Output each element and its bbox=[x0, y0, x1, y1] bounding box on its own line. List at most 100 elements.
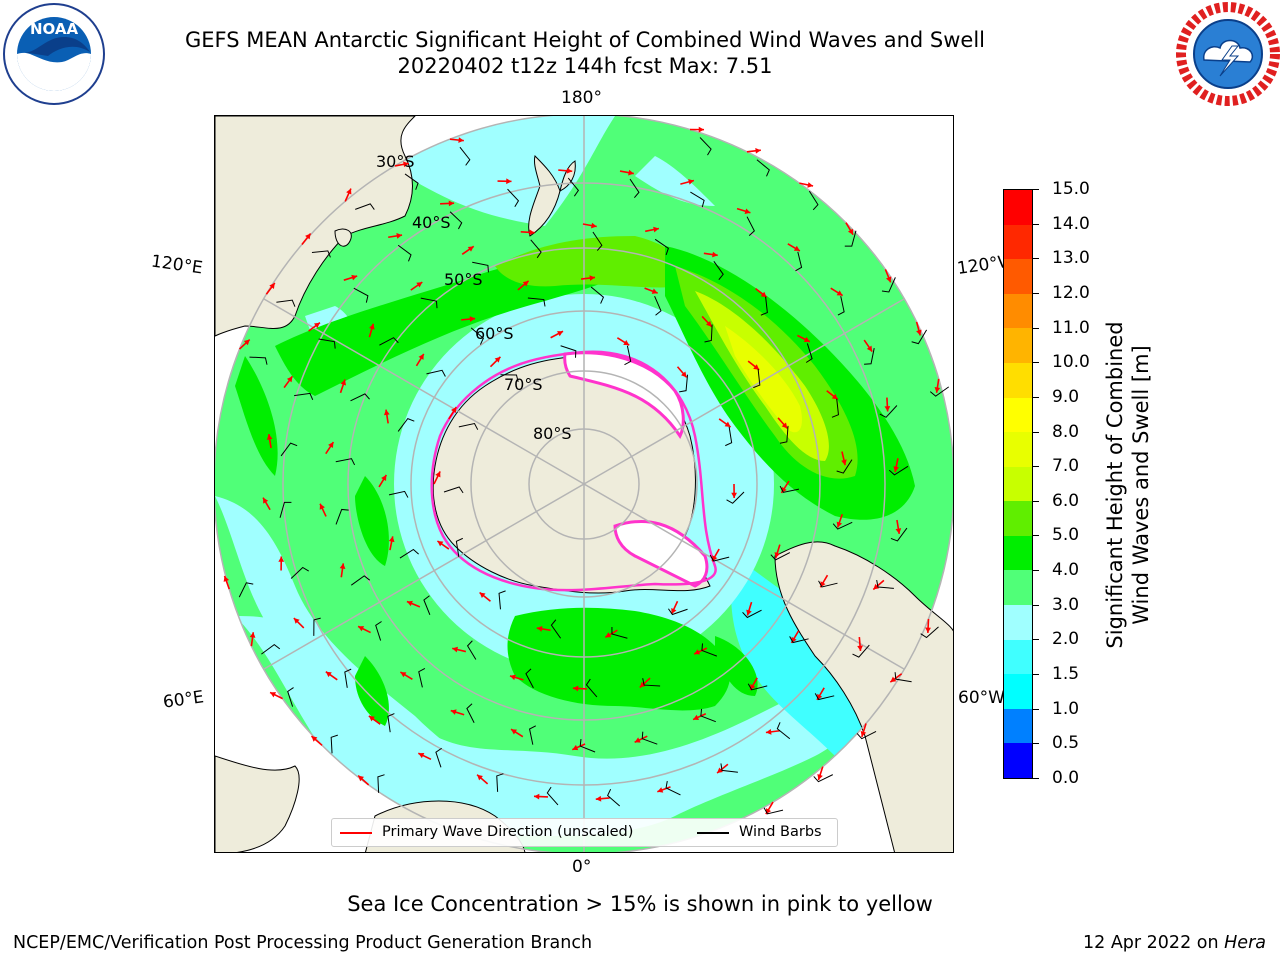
wave-direction-arrowhead bbox=[494, 356, 501, 363]
wind-barb bbox=[355, 203, 375, 210]
wave-direction-arrowhead bbox=[817, 774, 823, 780]
colorbar-segment bbox=[1004, 708, 1032, 744]
wind-barb bbox=[418, 667, 426, 688]
colorbar-tick-label: 7.0 bbox=[1052, 456, 1080, 477]
wind-barb bbox=[311, 250, 331, 258]
wave-direction-arrowhead bbox=[884, 406, 891, 412]
colorbar-segment bbox=[1004, 431, 1032, 467]
colorbar-segment bbox=[1004, 362, 1032, 398]
wind-barb bbox=[397, 418, 415, 432]
wind-barb bbox=[279, 501, 292, 518]
lat-label-70s: 70°S bbox=[504, 375, 543, 394]
wind-barb bbox=[455, 537, 463, 558]
wind-barb bbox=[747, 683, 768, 691]
wave-direction-arrowhead bbox=[693, 714, 700, 720]
wind-barb bbox=[290, 566, 309, 579]
wave-direction-arrowhead bbox=[760, 291, 767, 298]
wind-barb bbox=[420, 297, 438, 309]
wave-direction-arrowhead bbox=[358, 626, 365, 632]
chart-title: GEFS MEAN Antarctic Significant Height o… bbox=[184, 28, 986, 52]
wave-direction-arrowhead bbox=[467, 246, 474, 252]
wind-barb bbox=[864, 347, 875, 365]
wind-barb bbox=[470, 327, 484, 345]
wind-barb bbox=[844, 230, 857, 247]
wind-barb bbox=[814, 693, 835, 701]
wave-direction-arrowhead bbox=[325, 671, 332, 678]
colorbar-tick-label: 6.0 bbox=[1052, 490, 1080, 511]
wave-direction-arrowhead bbox=[469, 316, 476, 322]
wind-barb bbox=[881, 277, 896, 293]
wind-barb bbox=[654, 238, 669, 256]
wind-barb bbox=[665, 780, 681, 796]
colorbar-tick-mark bbox=[1033, 396, 1039, 398]
wind-barb bbox=[507, 188, 520, 208]
wind-barb bbox=[894, 672, 912, 683]
wave-direction-arrowhead bbox=[358, 775, 364, 782]
wind-barb bbox=[888, 465, 909, 476]
wind-barb bbox=[713, 260, 724, 281]
colorbar-tick-label: 4.0 bbox=[1052, 560, 1080, 581]
wind-barb bbox=[779, 485, 800, 493]
wind-barb bbox=[404, 173, 419, 190]
wind-barb bbox=[435, 747, 442, 768]
wave-direction-arrowhead bbox=[406, 600, 413, 607]
colorbar-tick-label: 13.0 bbox=[1052, 248, 1090, 269]
wave-direction-arrowhead bbox=[529, 229, 535, 236]
colorbar-tick-mark bbox=[1033, 223, 1039, 225]
colorbar-label-line2: Wind Waves and Swell [m] bbox=[1129, 345, 1153, 625]
wind-barb bbox=[377, 774, 385, 793]
wave-direction-arrowhead bbox=[890, 676, 897, 683]
colorbar-segment bbox=[1004, 569, 1032, 606]
wave-direction-arrowhead bbox=[724, 421, 731, 427]
wave-direction-arrowhead bbox=[369, 323, 375, 330]
wind-barb bbox=[280, 442, 298, 457]
colorbar-segment bbox=[1004, 327, 1032, 363]
footer-machine: Hera bbox=[1224, 933, 1266, 953]
wind-barb bbox=[528, 725, 537, 745]
wind-barb bbox=[690, 191, 705, 208]
wind-barb bbox=[459, 146, 471, 166]
wind-barb bbox=[585, 678, 598, 698]
map-legend: Primary Wave Direction (unscaled) Wind B… bbox=[331, 818, 838, 847]
wind-barb bbox=[699, 137, 712, 156]
colorbar-tick-mark bbox=[1033, 535, 1039, 537]
wind-barb bbox=[592, 231, 603, 251]
lat-label-30s: 30°S bbox=[376, 152, 415, 171]
wind-barb bbox=[525, 668, 534, 689]
colorbar-tick-label: 0.5 bbox=[1052, 733, 1080, 754]
wave-direction-arrowhead bbox=[793, 245, 800, 251]
colorbar-tick-mark bbox=[1033, 292, 1039, 294]
wind-barb bbox=[498, 590, 506, 610]
colorbar-tick-label: 1.0 bbox=[1052, 698, 1080, 719]
wave-direction-arrowhead bbox=[286, 376, 293, 383]
wind-barb bbox=[375, 621, 382, 641]
wind-barb bbox=[770, 552, 791, 561]
wave-direction-arrowhead bbox=[270, 692, 277, 698]
wave-direction-arrowhead bbox=[418, 752, 425, 759]
colorbar-segment bbox=[1004, 639, 1032, 675]
colorbar-tick-label: 10.0 bbox=[1052, 352, 1090, 373]
wave-direction-arrowhead bbox=[591, 222, 597, 229]
wave-direction-arrowhead bbox=[249, 632, 256, 638]
legend-wind-barbs-label: Wind Barbs bbox=[739, 824, 822, 840]
colorbar-tick-mark bbox=[1033, 708, 1039, 710]
wind-barb bbox=[836, 459, 853, 474]
wave-direction-arrowhead bbox=[857, 645, 863, 651]
wind-barb bbox=[852, 644, 870, 658]
wind-barb bbox=[929, 386, 950, 397]
wind-barb bbox=[629, 178, 640, 198]
wave-direction-arrowhead bbox=[841, 459, 847, 466]
wind-barb bbox=[590, 286, 605, 304]
lat-label-80s: 80°S bbox=[533, 424, 572, 443]
wave-direction-arrowhead bbox=[311, 736, 318, 742]
wind-barb bbox=[379, 337, 399, 346]
footer-date: 12 Apr 2022 on Hera bbox=[1083, 933, 1266, 953]
wind-barb bbox=[567, 177, 580, 197]
wind-barb bbox=[276, 299, 296, 307]
wave-direction-arrowhead bbox=[572, 685, 579, 692]
colorbar-segment bbox=[1004, 500, 1032, 536]
wind-barb bbox=[624, 345, 632, 366]
legend-wave-direction-swatch bbox=[340, 832, 372, 834]
wind-barb bbox=[879, 405, 898, 418]
wave-direction-arrowhead bbox=[403, 161, 409, 168]
